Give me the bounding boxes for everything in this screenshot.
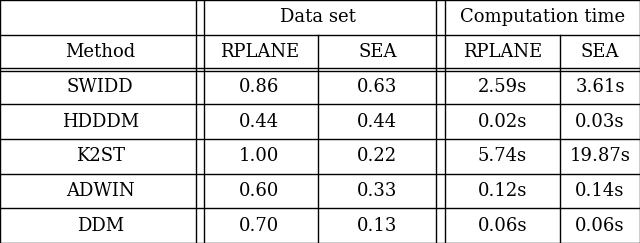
Text: 0.44: 0.44 <box>239 113 279 130</box>
Text: DDM: DDM <box>77 217 124 235</box>
Text: 0.60: 0.60 <box>239 182 280 200</box>
Text: Method: Method <box>65 43 135 61</box>
Text: 0.33: 0.33 <box>357 182 397 200</box>
Text: 3.61s: 3.61s <box>575 78 625 96</box>
Text: SEA: SEA <box>358 43 397 61</box>
Text: 0.12s: 0.12s <box>477 182 527 200</box>
Text: K2ST: K2ST <box>76 147 125 165</box>
Text: 0.14s: 0.14s <box>575 182 625 200</box>
Text: 0.44: 0.44 <box>357 113 397 130</box>
Text: 0.02s: 0.02s <box>477 113 527 130</box>
Text: Data set: Data set <box>280 8 356 26</box>
Text: 0.06s: 0.06s <box>575 217 625 235</box>
Text: 0.70: 0.70 <box>239 217 279 235</box>
Text: 2.59s: 2.59s <box>478 78 527 96</box>
Text: 1.00: 1.00 <box>239 147 280 165</box>
Text: 5.74s: 5.74s <box>478 147 527 165</box>
Text: SEA: SEA <box>580 43 620 61</box>
Text: 0.63: 0.63 <box>357 78 397 96</box>
Text: 0.86: 0.86 <box>239 78 280 96</box>
Text: 0.06s: 0.06s <box>477 217 527 235</box>
Text: 0.13: 0.13 <box>357 217 397 235</box>
Text: 19.87s: 19.87s <box>570 147 630 165</box>
Text: 0.03s: 0.03s <box>575 113 625 130</box>
Text: ADWIN: ADWIN <box>66 182 134 200</box>
Text: 0.22: 0.22 <box>357 147 397 165</box>
Text: RPLANE: RPLANE <box>220 43 299 61</box>
Text: SWIDD: SWIDD <box>67 78 134 96</box>
Text: HDDDM: HDDDM <box>61 113 139 130</box>
Text: RPLANE: RPLANE <box>463 43 542 61</box>
Text: Computation time: Computation time <box>460 8 625 26</box>
